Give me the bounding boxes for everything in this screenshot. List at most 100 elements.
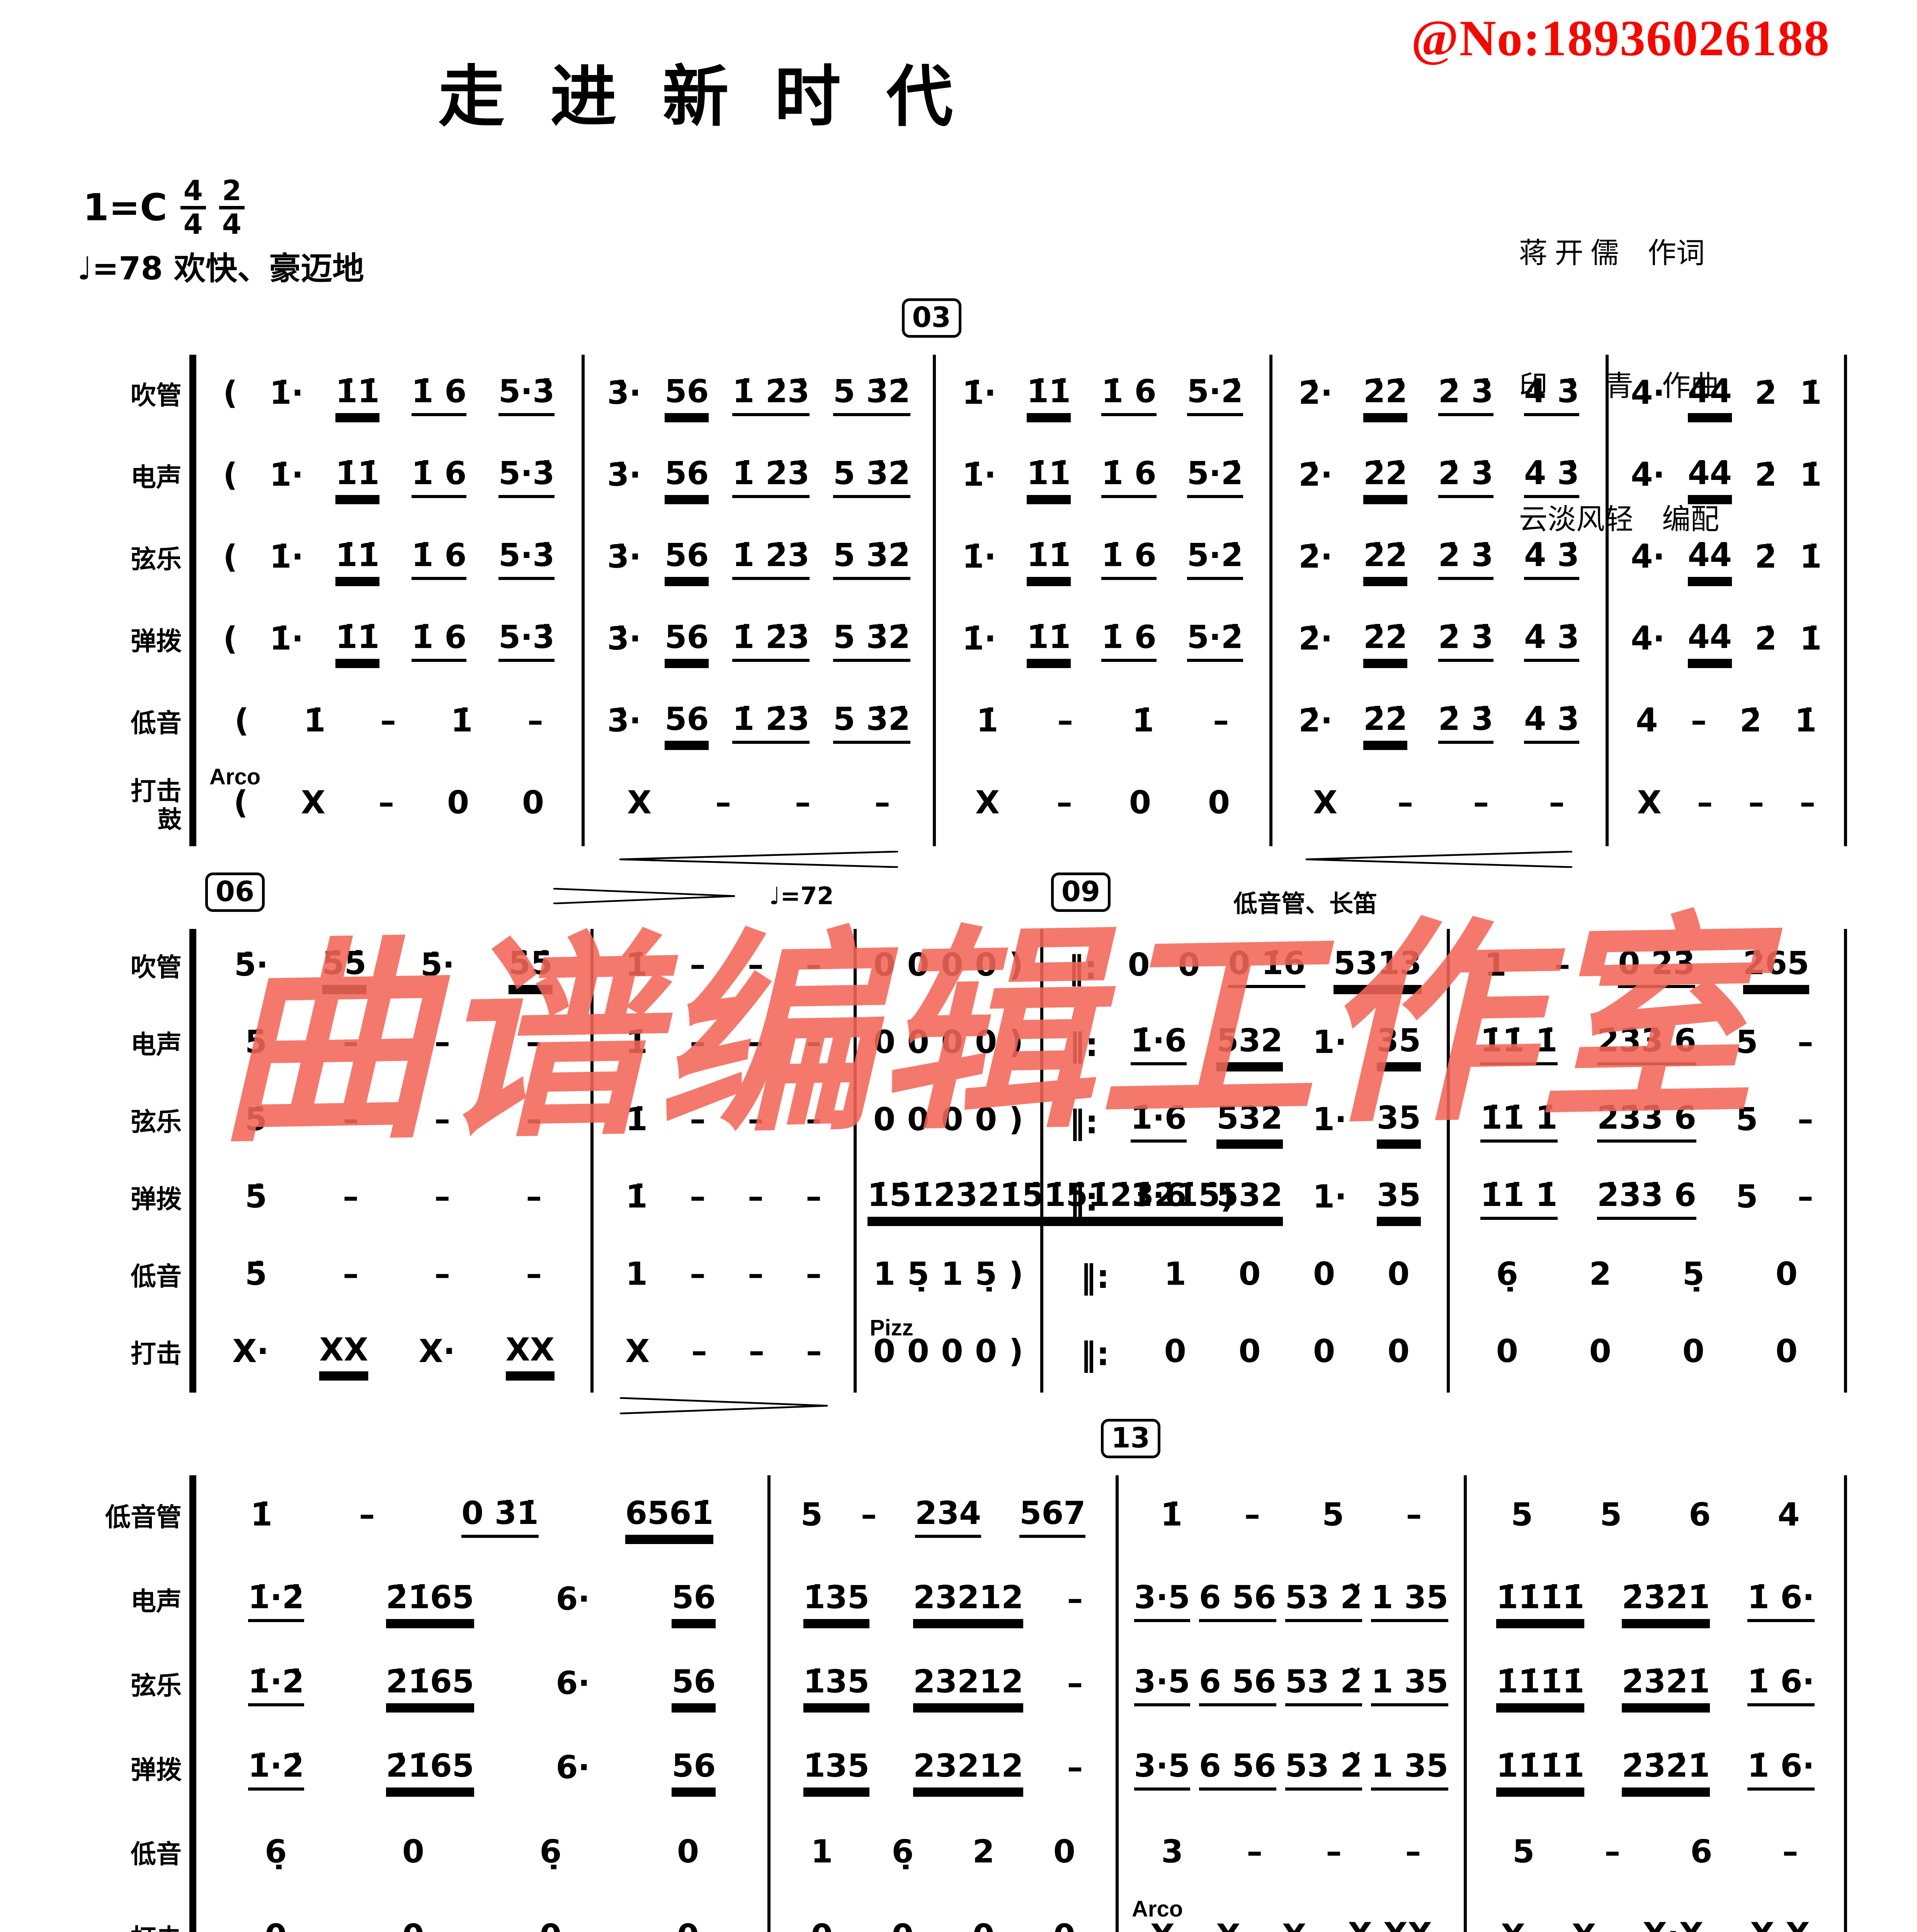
note-group: 1̇· — [269, 538, 304, 575]
note-group: 4̇ 3̇ — [1524, 621, 1579, 662]
note-group: 5̇· — [420, 946, 455, 983]
note-group: 0 — [975, 1101, 997, 1138]
note-group: 2̇3̇2̇1̇ — [1621, 1665, 1710, 1707]
staff-music: 6̣ 0 6̣ 0 1 6̣ 2 0 3 – – – Arco 5 – 6 – — [189, 1812, 1847, 1922]
note-group: 2̇1̇65 — [386, 1665, 474, 1707]
note-group: 5·3̇ — [498, 621, 555, 662]
measure: 4̇· 4̇4̇ 2̇ 1̇ — [1609, 519, 1847, 600]
note-group: 4̇4̇ — [1687, 621, 1732, 662]
time-signature-1: 4 4 — [180, 175, 206, 240]
note-group: 0 — [907, 1024, 929, 1061]
note-group: 2̇3̇2̇1̇ — [1621, 1581, 1710, 1622]
note-group: 5 — [1736, 1024, 1758, 1061]
note-group: 2̇3̇2̇1̇ — [1621, 1749, 1710, 1791]
note-group: 532 — [1216, 1179, 1283, 1220]
note-group: 56 — [665, 621, 709, 662]
note-group: 2̇· — [1298, 456, 1333, 493]
note-group: 56 — [665, 375, 709, 417]
note-group: 1̇·2̇ — [248, 1749, 304, 1791]
measure: 1̇ – 5 – — [1119, 1475, 1467, 1560]
note-group: 0 — [941, 1101, 963, 1138]
note-group: 5 3̇2̇ — [833, 539, 910, 580]
note-group: 3 — [1161, 1833, 1184, 1870]
measure: X – 0 0 — [936, 764, 1272, 846]
note-group: 1̇ 2̇3̇ — [732, 702, 810, 744]
measure: 1 5̣ 1 5̣) Pizz — [857, 1238, 1043, 1340]
measure: X· XX X· XX — [196, 1315, 594, 1393]
note-group: 1 35 — [1371, 1581, 1449, 1622]
note-group: – — [1067, 1749, 1083, 1786]
measure: 1̇ – – – — [594, 1083, 857, 1161]
note-group: ( — [234, 702, 249, 739]
instrument-label: 低音 — [73, 1238, 189, 1315]
note-group: – — [1406, 1496, 1422, 1533]
staff-music: 5̇ – – –1̇ – – –0 0 0 0) ‖: 1̇·6 532 1· 35 1̇1̇ 1̇ 2̇3̇3… — [189, 1006, 1847, 1083]
note-group: 5 — [1736, 1101, 1758, 1138]
note-group: 5 — [1322, 1496, 1344, 1533]
note-group: 6 — [1689, 1496, 1711, 1533]
instrument-label: 电声 — [73, 437, 189, 519]
instrument-name: 打击 — [131, 1339, 182, 1368]
note-group: – — [861, 1496, 877, 1533]
note-group: 1̇·6 — [1130, 1179, 1187, 1220]
note-group: 1̇ 2̇3̇ — [732, 375, 810, 417]
note-group: 5 — [800, 1496, 823, 1533]
note-group: X XX — [1348, 1918, 1432, 1932]
staff-music: 5̇· 5̇5̇ 5̇· 5̇5̇ 1̇ – – –0 0 0 0) ‖: 0 0 0 1̇6 5313 1–0… — [189, 929, 1847, 1006]
crescendo-hairpin — [1305, 850, 1573, 868]
instrument-name: 电声 — [131, 1587, 182, 1616]
note-group: – — [806, 1101, 822, 1138]
instrument-label: 吹管 — [73, 355, 189, 437]
note-group: 1̇ — [1800, 538, 1822, 575]
staff-row: 打击00000000XXXX XX军鼓XXX·XX X — [73, 1896, 1847, 1932]
staff-row: 吹管(1̇· 1̇1̇ 1̇ 6 5·3̇ 3̇· 56 1̇ 2̇3̇ 5 3̇2̇ 1̇· 1… — [73, 355, 1847, 437]
note-group: 5·2̇ — [1187, 621, 1243, 662]
measure: 4̇· 4̇4̇ 2̇ 1̇ — [1609, 355, 1847, 437]
system-annotations: 06 ♩=72 09 低音管、长笛 — [189, 871, 1847, 929]
note-group: 1̇ 6 — [1101, 375, 1157, 417]
instrument-name: 弹拨 — [131, 1185, 182, 1214]
note-group: 2̇· — [1298, 374, 1333, 412]
note-group: – — [343, 1101, 359, 1138]
repeat-sign: ‖: — [1068, 949, 1097, 986]
note-group: X — [625, 1333, 650, 1370]
note-group: 1̇ — [1800, 374, 1822, 412]
note-group: 0 — [402, 1919, 424, 1932]
note-group: 6· — [556, 1580, 590, 1617]
measure: 1̇1̇ 1̇ 2̇3̇3̇ 6 5 – — [1450, 1083, 1847, 1161]
note-group: 0 — [941, 1333, 963, 1370]
rehearsal-mark: 13 — [1101, 1419, 1160, 1458]
note-group: 5̣ — [1682, 1255, 1704, 1293]
note-group: 0 — [941, 946, 963, 983]
note-group: 3̇2̇1̇5̇ — [956, 1179, 1044, 1220]
staff-row: 弹拨(1̇· 1̇1̇ 1̇ 6 5·3̇ 3̇· 56 1̇ 2̇3̇ 5 3̇2̇ 1̇· 1… — [73, 600, 1847, 682]
measure: 1̇ – – – — [594, 1006, 857, 1083]
note-group: 0 — [1164, 1333, 1186, 1370]
note-group: 3̇· — [607, 374, 641, 412]
note-group: 2̇3̇3̇ 6 — [1597, 1024, 1696, 1066]
note-group: 6 56 — [1199, 1581, 1276, 1622]
note-group: 1̇ 6 — [1101, 539, 1157, 580]
note-group: 1̇· — [269, 374, 304, 412]
note-group: XX — [505, 1333, 555, 1375]
instrument-name: 电声 — [131, 1030, 182, 1059]
note-group: 5·3̇ — [498, 457, 555, 498]
instrument-label: 弹拨 — [73, 1161, 189, 1238]
note-group: – — [380, 702, 396, 739]
note-group: – — [1797, 1101, 1813, 1138]
note-group: 2̇· — [1298, 538, 1333, 575]
measure: 0 0 0 0 — [196, 1896, 771, 1932]
measure: 0 0 0 0) — [857, 929, 1043, 1006]
note-group: 35 — [1376, 1101, 1421, 1143]
note-group: 4 — [1778, 1496, 1800, 1533]
measure: 1 6̣ 2 0 — [771, 1812, 1119, 1896]
measure: 1̇·2̇ 2̇1̇65 6· 56 — [196, 1644, 771, 1728]
note-group: X — [1572, 1919, 1596, 1932]
note-group: 0 — [677, 1833, 699, 1870]
note-group: 4̇ 3̇ — [1524, 702, 1579, 744]
measure: X X X·X X X — [1467, 1896, 1847, 1932]
note-group: – — [1797, 1024, 1813, 1061]
note-group: – — [1604, 1833, 1621, 1870]
note-group: 5̇ — [245, 1178, 267, 1215]
instrument-label: 弦乐 — [73, 1083, 189, 1161]
